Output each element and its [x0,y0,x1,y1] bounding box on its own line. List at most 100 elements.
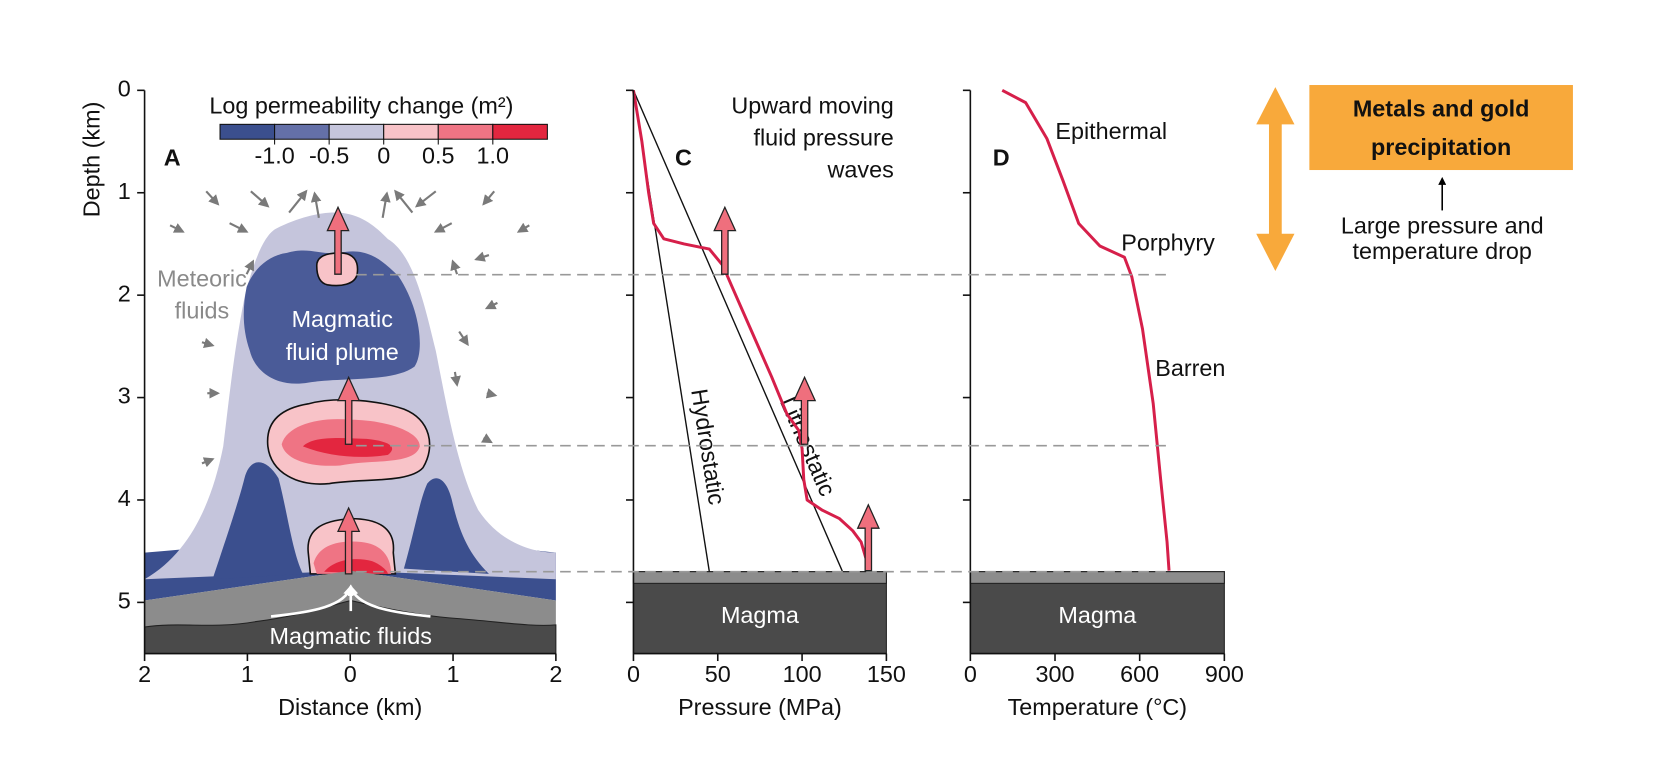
magma [969,571,1225,655]
flow-arrow [450,371,461,387]
flow-arrow [250,190,270,208]
pressure-arrow [856,503,880,572]
side-note: Metals and gold precipitation Large pres… [1256,85,1573,272]
flow-arrow [288,189,308,214]
series-line [631,90,871,572]
annotation: D [993,145,1010,171]
flow-arrows [169,189,530,468]
note-box [1309,85,1573,171]
pressure-arrow [792,375,817,445]
note-caption: Large pressure and [1341,213,1544,239]
pressure-arrow [337,506,361,575]
series-label: Hydrostatic [686,387,730,507]
colorbar-swatch [437,123,494,140]
note-box-line: Metals and gold [1353,96,1530,122]
x-tick-label: 600 [1120,661,1159,687]
y-tick-label: 0 [118,76,131,102]
colorbar-tick-label: 1.0 [477,142,510,168]
flow-arrow [450,259,461,275]
colorbar-tick-label: -1.0 [254,142,294,168]
pressure-arrow [337,375,361,445]
series-line [632,90,844,572]
red-blob [302,438,393,457]
annotation: Epithermal [1055,118,1167,144]
flow-arrow [474,251,490,262]
pressure-arrow [326,205,350,275]
colorbar-title: Log permeability change (m²) [209,93,513,119]
white-arrows [270,584,431,618]
x-tick-label: 900 [1205,661,1244,687]
x-axis-label: Pressure (MPa) [678,694,842,720]
flow-arrow [484,299,498,310]
x-tick-label: 150 [867,661,906,687]
y-tick-label: 5 [118,588,131,614]
annotation: fluid plume [286,339,399,365]
annotation: Magmatic [292,306,394,332]
note-box-line: precipitation [1371,134,1511,160]
plume-core [243,250,420,384]
colorbar-swatch [219,123,276,140]
flow-arrow [458,330,469,347]
magma-rim [632,571,887,584]
flow-arrow [433,222,453,233]
x-tick-label: 0 [344,661,357,687]
colorbar-tick-label: 0.5 [422,142,455,168]
y-tick-label: 4 [118,485,131,511]
x-axis-label: Temperature (°C) [1008,694,1188,720]
pressure-arrow [713,205,737,275]
flow-arrow [482,190,496,206]
x-tick-label: 1 [241,661,254,687]
colorbar-tick-label: -0.5 [309,142,349,168]
flow-arrow [310,191,322,219]
annotation: fluid pressure [754,124,894,150]
annotation: A [164,145,181,171]
annotation: Porphyry [1121,230,1215,256]
annotation: Upward moving [731,93,893,119]
flow-arrow [485,388,498,399]
rock-lower [144,599,557,655]
x-tick-label: 2 [549,661,562,687]
x-tick-label: 50 [705,661,731,687]
colorbar-swatch [383,123,439,140]
colorbar-swatch [328,123,385,140]
annotation: waves [827,156,894,182]
flow-arrow [380,191,391,219]
y-tick-label: 2 [118,280,131,306]
x-tick-label: 0 [964,661,977,687]
flow-arrow [229,222,249,233]
annotation: Magmatic fluids [270,623,432,649]
y-tick-label: 3 [118,383,131,409]
colorbar-swatch [274,123,330,140]
flow-arrow [201,457,215,468]
flow-arrow [205,190,220,206]
flow-arrow [394,189,414,214]
flow-arrow [169,223,185,233]
column-right [403,478,489,574]
x-tick-label: 1 [447,661,460,687]
magma-label: Magma [721,602,799,628]
x-tick-label: 2 [138,661,151,687]
column-left [212,462,303,580]
x-tick-label: 100 [783,661,822,687]
flow-arrow [414,190,437,208]
series-line [1001,89,1171,571]
note-caption: temperature drop [1353,238,1532,264]
annotation: fluids [175,298,230,324]
annotation: C [675,145,692,171]
double-arrow [1256,87,1295,272]
red-blob [324,559,388,574]
colorbar-tick-label: 0 [377,142,390,168]
flow-arrow [516,222,530,233]
panel-a-art [144,189,557,655]
y-axis-label: Depth (km) [79,102,105,218]
annotation: Barren [1155,355,1225,381]
flow-arrow [244,259,254,275]
magma-rim [969,571,1225,584]
annotation: Meteoric [157,266,247,292]
x-axis-label: Distance (km) [278,694,422,720]
flow-arrow [481,433,493,444]
y-tick-label: 1 [118,178,131,204]
colorbar-swatch [492,123,548,140]
